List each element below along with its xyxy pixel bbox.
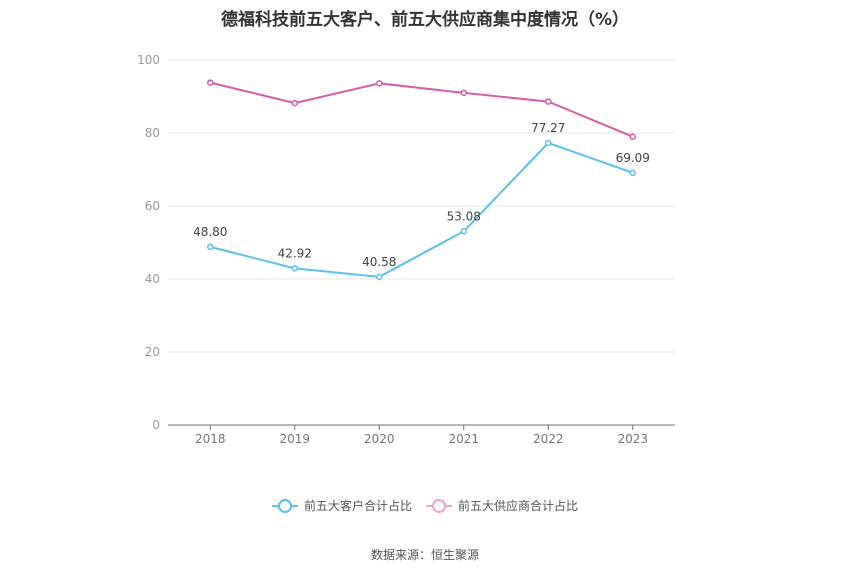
data-source: 数据来源：恒生聚源 <box>370 548 479 562</box>
data-label: 77.27 <box>531 121 565 135</box>
data-label: 40.58 <box>362 255 396 269</box>
legend-item-customers[interactable]: 前五大客户合计占比 <box>271 497 412 514</box>
x-tick-label: 2023 <box>617 432 648 446</box>
data-point <box>545 98 552 105</box>
y-tick-label: 0 <box>152 418 160 432</box>
data-point <box>460 228 467 235</box>
data-point <box>629 133 636 140</box>
x-tick-label: 2022 <box>533 432 564 446</box>
legend-label-suppliers: 前五大供应商合计占比 <box>458 499 579 513</box>
data-label: 42.92 <box>278 246 312 260</box>
data-point <box>291 99 298 107</box>
data-point <box>376 80 383 87</box>
data-point <box>460 89 467 97</box>
y-tick-label: 80 <box>145 126 160 140</box>
legend-swatch-customers <box>271 498 298 513</box>
data-point <box>291 265 298 272</box>
chart-title: 德福科技前五大客户、前五大供应商集中度情况（%） <box>220 10 630 30</box>
data-label: 69.09 <box>616 151 650 165</box>
x-tick-label: 2021 <box>448 432 479 446</box>
data-point <box>545 139 552 147</box>
data-label: 48.80 <box>193 225 227 239</box>
y-tick-label: 20 <box>145 345 160 359</box>
data-point <box>629 169 636 177</box>
x-tick-label: 2020 <box>364 432 395 446</box>
x-tick-label: 2018 <box>195 432 226 446</box>
series-line-0 <box>210 141 634 278</box>
series-line-1 <box>210 81 634 138</box>
y-tick-label: 100 <box>137 53 160 67</box>
legend-label-customers: 前五大客户合计占比 <box>303 499 412 513</box>
y-tick-label: 40 <box>145 272 160 286</box>
legend-swatch-suppliers <box>426 498 452 513</box>
data-point <box>376 273 383 281</box>
legend: 前五大客户合计占比 前五大供应商合计占比 <box>0 497 850 514</box>
data-point <box>207 243 214 251</box>
data-point <box>207 79 214 86</box>
y-tick-label: 60 <box>145 199 160 213</box>
data-label: 53.08 <box>447 209 481 223</box>
x-tick-label: 2019 <box>279 432 310 446</box>
legend-item-suppliers[interactable]: 前五大供应商合计占比 <box>426 497 578 514</box>
